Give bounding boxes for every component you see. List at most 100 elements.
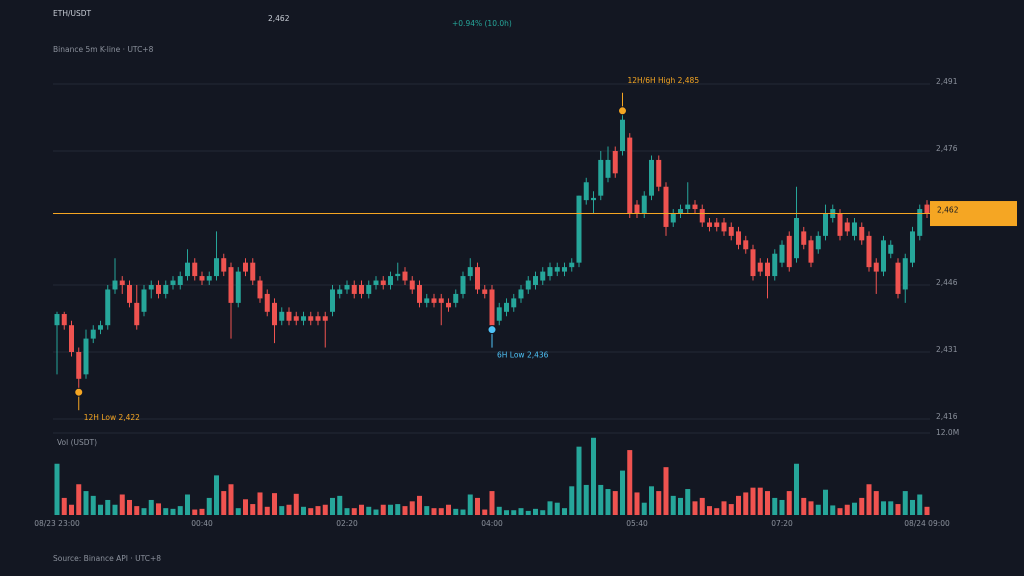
candle-body bbox=[496, 307, 502, 321]
volume-bar bbox=[322, 504, 328, 515]
candle-body bbox=[765, 262, 770, 277]
candle-body bbox=[235, 271, 241, 303]
candle-body bbox=[554, 267, 560, 272]
candle-body bbox=[148, 285, 154, 290]
candle-body bbox=[308, 316, 314, 321]
volume-bar bbox=[431, 508, 437, 515]
candle-body bbox=[76, 352, 82, 379]
candle-body bbox=[206, 276, 212, 281]
volume-bar bbox=[119, 494, 125, 515]
volume-bar bbox=[272, 493, 277, 515]
volume-bar bbox=[562, 508, 567, 515]
volume-bar bbox=[496, 506, 502, 515]
last-price-box bbox=[930, 201, 1017, 227]
candle-body bbox=[583, 182, 589, 201]
candle-body bbox=[518, 289, 524, 299]
price-change: +0.94% (10.0h) bbox=[452, 19, 512, 28]
volume-bar bbox=[540, 510, 546, 515]
volume-bar bbox=[924, 506, 930, 515]
volume-bar bbox=[482, 509, 488, 515]
volume-bar bbox=[467, 494, 473, 515]
volume-bar bbox=[641, 502, 647, 515]
candle-body bbox=[322, 316, 328, 321]
volume-bar bbox=[214, 475, 219, 515]
x-tick-label: 05:40 bbox=[626, 519, 648, 528]
volume-bar bbox=[388, 504, 393, 515]
candle-body bbox=[699, 209, 705, 223]
volume-bar bbox=[772, 497, 778, 515]
volume-bar bbox=[663, 467, 669, 515]
source: Source: Binance API · UTC+8 bbox=[53, 554, 161, 563]
annotation-marker bbox=[74, 387, 84, 397]
candle-body bbox=[475, 267, 480, 290]
volume-bar bbox=[685, 489, 691, 515]
volume-bar bbox=[678, 497, 683, 515]
volume-bar bbox=[649, 486, 654, 515]
volume-bar bbox=[627, 450, 633, 515]
volume-bar bbox=[366, 506, 372, 515]
volume-bar bbox=[460, 509, 466, 515]
candle-body bbox=[293, 316, 299, 321]
volume-bar bbox=[453, 508, 459, 515]
volume-bar bbox=[141, 508, 147, 515]
candle-body bbox=[511, 298, 517, 308]
candle-body bbox=[707, 222, 712, 227]
candle-body bbox=[337, 289, 343, 294]
volume-bar bbox=[69, 504, 74, 515]
candle-body bbox=[917, 209, 923, 236]
volume-bar bbox=[177, 506, 183, 515]
candle-body bbox=[286, 311, 292, 321]
candle-body bbox=[272, 302, 277, 326]
volume-bar bbox=[714, 508, 720, 515]
candle-body bbox=[431, 298, 437, 303]
candle-body bbox=[728, 226, 734, 236]
candle-body bbox=[98, 325, 103, 330]
candle-body bbox=[83, 338, 89, 375]
volume-bar bbox=[489, 491, 495, 515]
candle-body bbox=[460, 276, 466, 294]
candle-body bbox=[105, 289, 111, 326]
candle-body bbox=[859, 226, 865, 241]
candle-body bbox=[170, 280, 176, 285]
x-tick-label: 07:20 bbox=[771, 519, 793, 528]
candle-body bbox=[641, 195, 647, 214]
volume-bar bbox=[424, 506, 430, 515]
volume-bar bbox=[83, 491, 89, 515]
volume-bar bbox=[134, 506, 140, 515]
y-tick-label: 2,491 bbox=[936, 77, 958, 86]
volume-bar bbox=[417, 495, 422, 515]
candle-body bbox=[395, 273, 401, 277]
volume-tick-label: 12.0M bbox=[936, 428, 959, 437]
volume-bar bbox=[308, 508, 314, 515]
candle-body bbox=[409, 280, 415, 290]
volume-bar bbox=[344, 508, 350, 515]
candle-body bbox=[315, 316, 321, 321]
volume-bar bbox=[54, 463, 60, 515]
volume-bar bbox=[801, 497, 807, 515]
volume-bar bbox=[112, 504, 118, 515]
x-tick-label: 04:00 bbox=[481, 519, 503, 528]
candle-body bbox=[757, 262, 763, 272]
candle-body bbox=[678, 209, 683, 214]
volume-bar bbox=[830, 505, 836, 515]
y-tick-label: 2,416 bbox=[936, 412, 958, 421]
volume-bar bbox=[605, 489, 611, 515]
volume-bar bbox=[511, 510, 517, 515]
candle-body bbox=[663, 186, 669, 227]
candle-body bbox=[112, 280, 118, 290]
volume-bar bbox=[728, 504, 734, 515]
volume-bar bbox=[670, 495, 676, 515]
candle-body bbox=[598, 159, 604, 196]
candle-body bbox=[330, 289, 335, 312]
y-tick-label: 2,446 bbox=[936, 278, 958, 287]
candle-body bbox=[772, 253, 778, 277]
volume-bar bbox=[779, 499, 785, 515]
volume-bar bbox=[518, 508, 524, 515]
candle-body bbox=[243, 262, 248, 272]
x-tick-label: 08/23 23:00 bbox=[34, 519, 80, 528]
x-tick-label: 00:40 bbox=[191, 519, 213, 528]
volume-bar bbox=[409, 501, 415, 515]
volume-bar bbox=[279, 506, 285, 515]
volume-bar bbox=[554, 502, 560, 515]
